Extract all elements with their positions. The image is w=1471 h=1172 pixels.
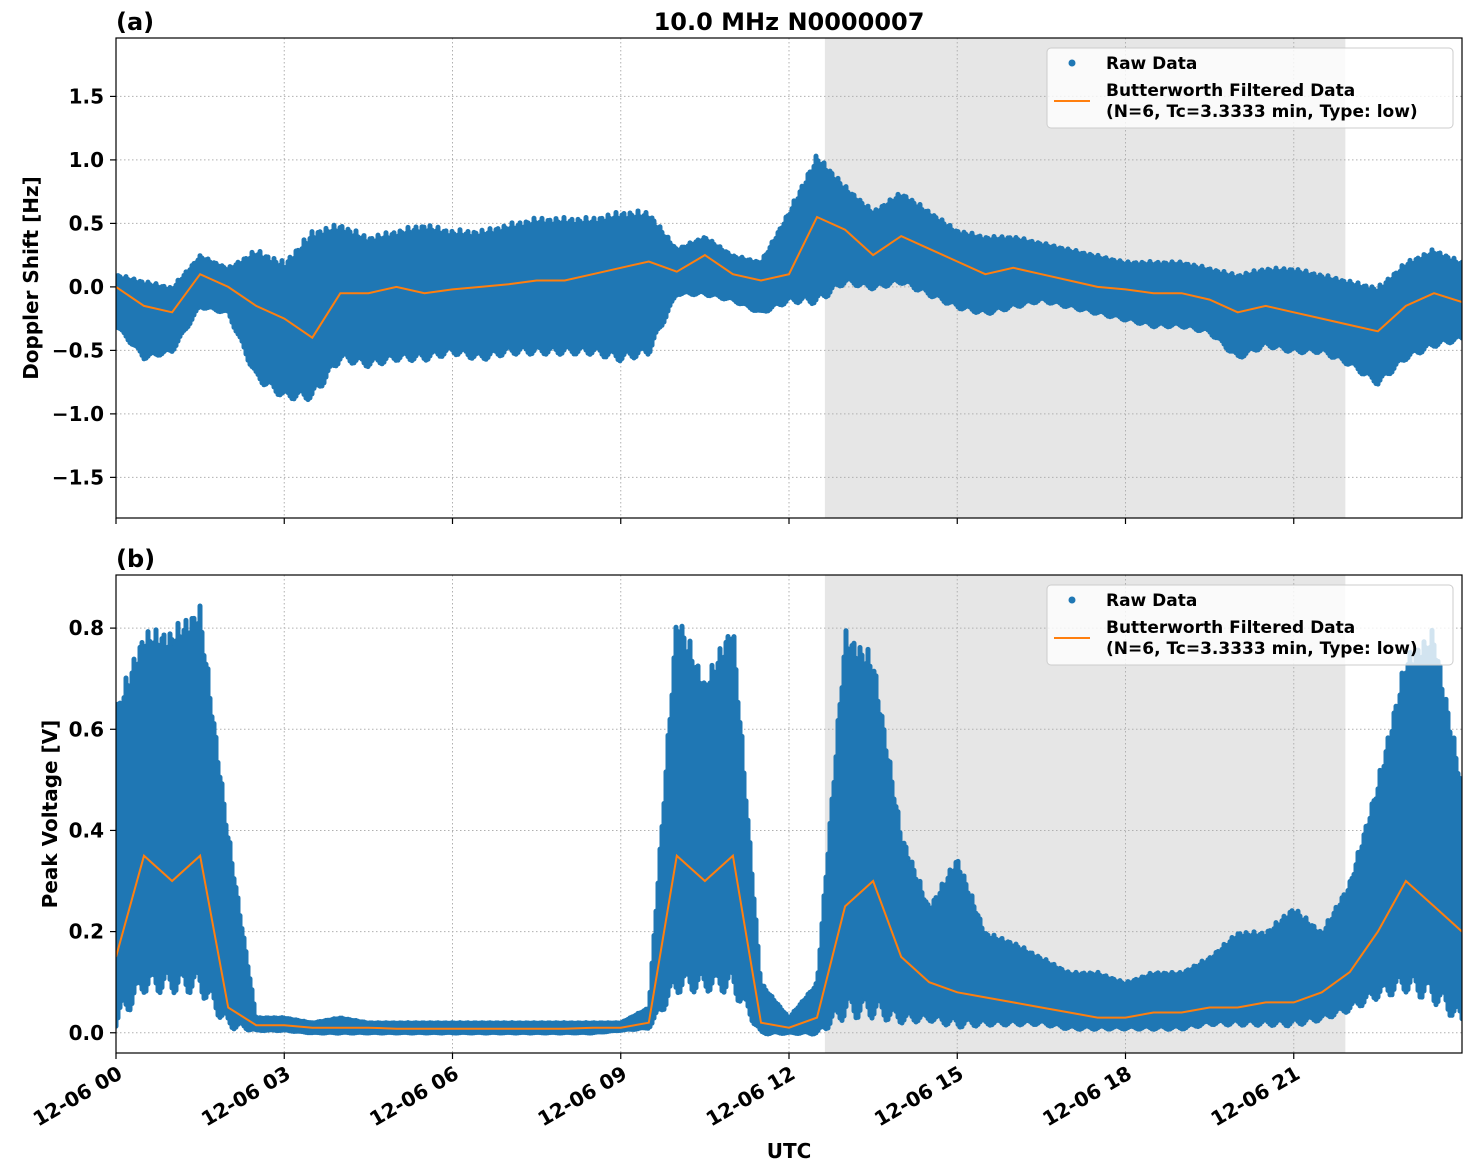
y-tick-label: 0.0 — [69, 275, 104, 299]
filtered-data-line — [116, 853, 1462, 1030]
panel-label: (b) — [116, 545, 155, 573]
legend-raw-marker — [1068, 596, 1076, 604]
y-tick-label: −0.5 — [52, 338, 104, 362]
x-tick-label: 12-06 12 — [702, 1061, 800, 1131]
legend-box — [1046, 584, 1454, 666]
x-tick-label: 12-06 06 — [365, 1061, 463, 1131]
filtered-data-line — [116, 215, 1462, 340]
y-tick-label: 1.5 — [69, 84, 104, 108]
x-tick-label: 12-06 09 — [533, 1061, 631, 1131]
legend-raw-label: Raw Data — [1106, 54, 1197, 74]
x-tick-label: 12-06 00 — [29, 1061, 127, 1131]
x-axis-label: UTC — [767, 1139, 812, 1163]
panel-a: −1.5 −1.0 −0.5 0.0 0.5 1.0 1.5 (a) 10.0 MHz N000… — [19, 8, 1463, 524]
panel-b: 0.0 0.2 0.4 0.6 0.8 (b) Peak Voltage [V] Raw Da… — [38, 545, 1463, 1059]
x-tick-label: 12-06 03 — [197, 1061, 295, 1131]
y-tick-label: 0.5 — [69, 211, 104, 235]
y-tick-label: 0.6 — [69, 717, 104, 741]
chart-title: 10.0 MHz N0000007 — [654, 8, 925, 36]
x-tick-label: 12-06 18 — [1038, 1061, 1136, 1131]
legend-filtered-label: Butterworth Filtered Data — [1106, 81, 1355, 101]
legend-raw-label: Raw Data — [1106, 591, 1197, 611]
legend: Raw Data Butterworth Filtered Data(N=6, T… — [1046, 584, 1454, 666]
y-tick-label: 0.4 — [69, 818, 104, 842]
legend-filtered-params: (N=6, Tc=3.3333 min, Type: low) — [1106, 639, 1418, 659]
legend-filtered-label: Butterworth Filtered Data — [1106, 618, 1355, 638]
legend-filtered-params: (N=6, Tc=3.3333 min, Type: low) — [1106, 102, 1418, 122]
y-tick-label: −1.5 — [52, 465, 104, 489]
raw-data-series — [116, 153, 1462, 403]
y-tick-label: 1.0 — [69, 148, 104, 172]
legend-box — [1046, 47, 1454, 129]
panel-label: (a) — [116, 8, 154, 36]
y-tick-label: −1.0 — [52, 402, 104, 426]
y-tick-label: 0.0 — [69, 1021, 104, 1045]
y-tick-label: 0.2 — [69, 920, 104, 944]
axes-frame — [115, 574, 1463, 1054]
y-axis-label: Doppler Shift [Hz] — [19, 176, 43, 380]
axes-frame — [115, 37, 1463, 519]
legend: Raw Data Butterworth Filtered Data(N=6, T… — [1046, 47, 1454, 129]
x-tick-label: 12-06 15 — [870, 1061, 968, 1131]
x-tick-label: 12-06 21 — [1206, 1061, 1304, 1131]
legend-raw-marker — [1068, 59, 1076, 67]
y-tick-label: 0.8 — [69, 616, 104, 640]
y-axis-label: Peak Voltage [V] — [38, 720, 62, 909]
